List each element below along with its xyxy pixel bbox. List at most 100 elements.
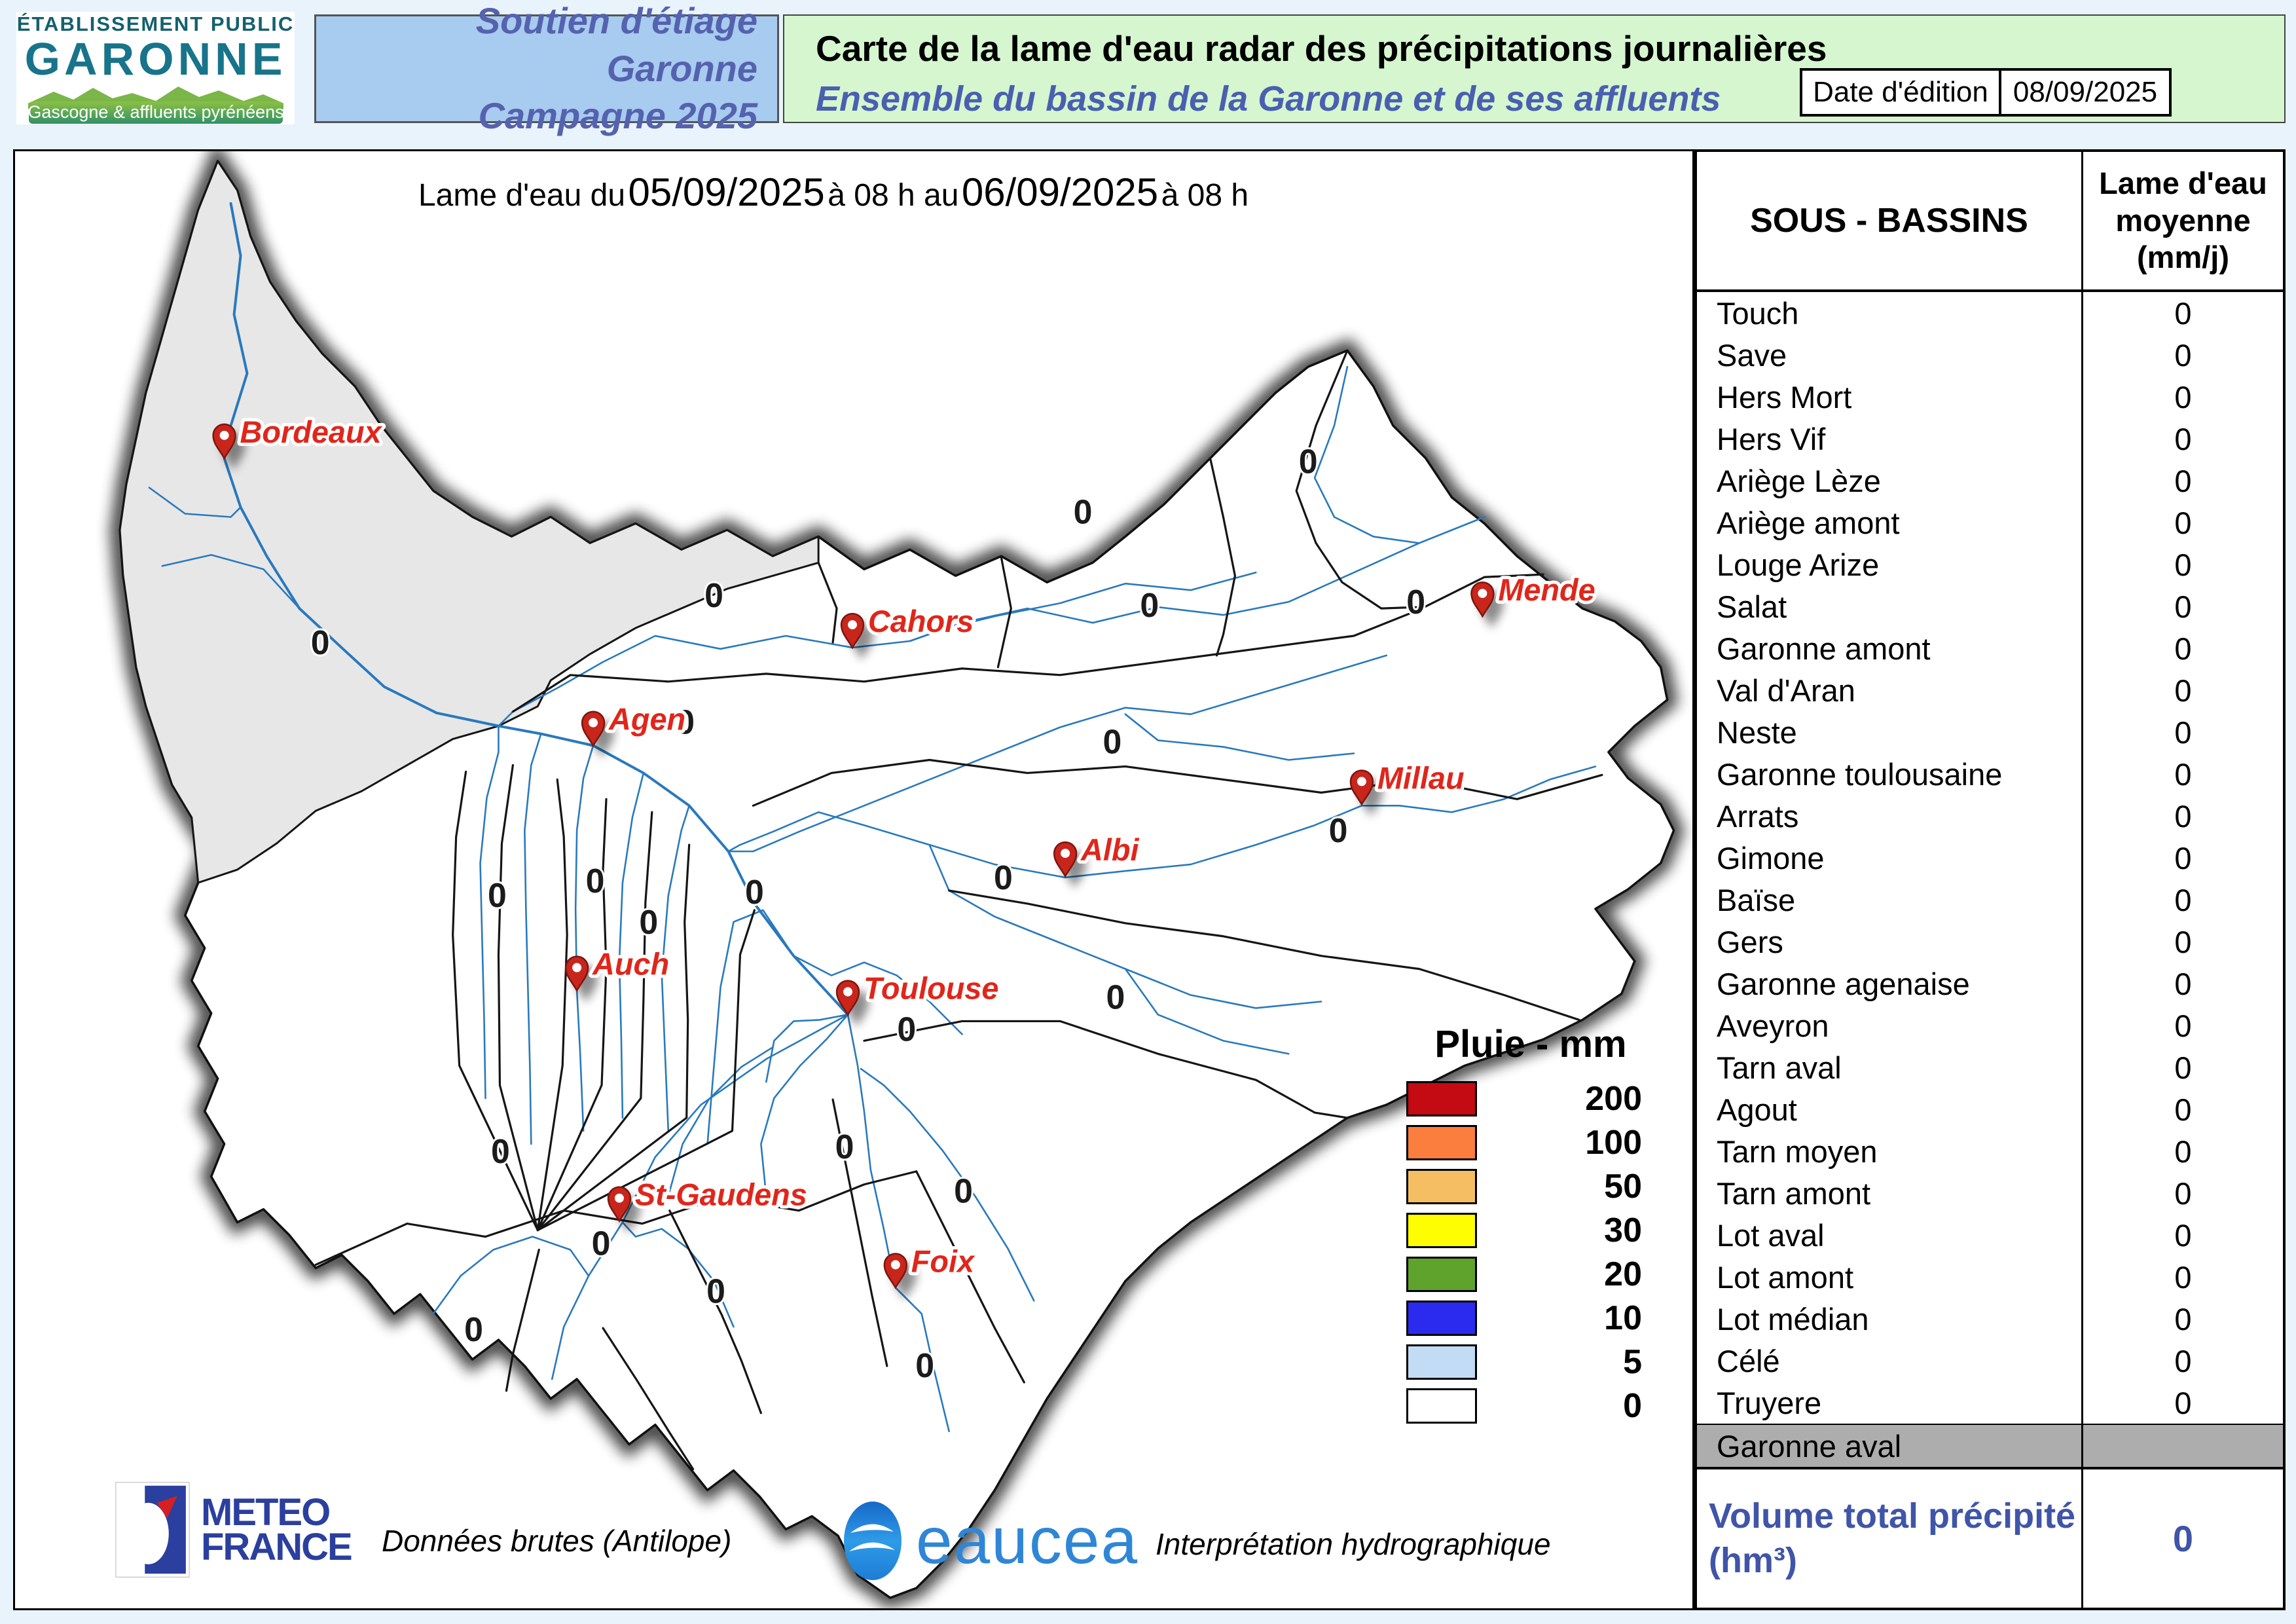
city-marker-foix: Foix bbox=[883, 1241, 979, 1289]
city-markers-layer: Bordeaux Cahors Mende Agen Millau Albi Auch Tou… bbox=[212, 412, 1599, 1289]
basin-value: 0 bbox=[2081, 544, 2283, 585]
basin-value-label: 0 bbox=[1074, 492, 1093, 530]
table-row: Louge Arize 0 bbox=[1697, 544, 2283, 585]
legend-label: 10 bbox=[1604, 1299, 1642, 1337]
basin-name: Aveyron bbox=[1717, 1008, 1829, 1043]
edition-date-value: 08/09/2025 bbox=[1999, 71, 2169, 114]
city-label: St-Gaudens bbox=[635, 1178, 807, 1212]
legend-swatch bbox=[1406, 1388, 1477, 1424]
garonne-aval-gray-zone bbox=[118, 160, 820, 884]
table-row: Aveyron 0 bbox=[1697, 1005, 2283, 1046]
basin-name: Ariège Lèze bbox=[1717, 463, 1881, 498]
table-row: Gers 0 bbox=[1697, 921, 2283, 963]
legend-label: 30 bbox=[1604, 1211, 1642, 1249]
basin-value-label: 0 bbox=[491, 1132, 510, 1170]
report-subtitle: Ensemble du bassin de la Garonne et de s… bbox=[816, 79, 1721, 119]
legend-swatch bbox=[1406, 1213, 1477, 1248]
basin-value-label: 0 bbox=[488, 876, 507, 914]
map-pin-icon bbox=[840, 612, 865, 650]
basin-value-label: 0 bbox=[676, 703, 695, 741]
basin-value-label: 0 bbox=[592, 1224, 611, 1262]
basin-name: Tarn amont bbox=[1717, 1175, 1871, 1211]
basin-value: 0 bbox=[2081, 292, 2283, 334]
basin-value-label: 0 bbox=[897, 1010, 916, 1048]
basin-value-label: 0 bbox=[954, 1172, 973, 1210]
map-pin-icon bbox=[883, 1253, 908, 1289]
pin-hole bbox=[1478, 589, 1487, 599]
legend-entry: 5 bbox=[1380, 1343, 1681, 1381]
map-panel: Lame d'eau du 05/09/2025 à 08 h au 06/09… bbox=[13, 149, 1694, 1610]
city-label: Millau bbox=[1377, 761, 1465, 795]
pin-hole bbox=[1061, 849, 1070, 858]
basin-value: 0 bbox=[2081, 502, 2283, 544]
basin-name: Garonne toulousaine bbox=[1717, 756, 2003, 792]
legend-entry: 10 bbox=[1380, 1299, 1681, 1337]
city-label: Toulouse bbox=[864, 972, 999, 1006]
city-label: Auch bbox=[592, 948, 669, 982]
meteo-france-icon bbox=[115, 1481, 190, 1578]
basin-value: 0 bbox=[2081, 627, 2283, 669]
legend-label: 200 bbox=[1585, 1080, 1642, 1118]
legend-label: 20 bbox=[1604, 1255, 1642, 1293]
basin-rows: Touch 0 Save 0 Hers Mort 0 Hers Vif 0 Ariège Lèz… bbox=[1697, 292, 2283, 1424]
meteo-france-logo: METEO FRANCE bbox=[113, 1481, 353, 1579]
city-label: Cahors bbox=[868, 604, 974, 638]
basin-value-label: 0 bbox=[835, 1128, 854, 1166]
header-sous-bassins: SOUS - BASSINS bbox=[1750, 202, 2028, 240]
city-label: Bordeaux bbox=[240, 415, 383, 449]
period-suffix: à 08 h bbox=[1161, 178, 1249, 213]
city-label: Agen bbox=[608, 703, 685, 737]
legend-label: 5 bbox=[1623, 1343, 1642, 1381]
basin-value: 0 bbox=[2081, 376, 2283, 418]
garonne-aval-value bbox=[2081, 1425, 2283, 1467]
edition-date-box: Date d'édition 08/09/2025 bbox=[1800, 68, 2172, 117]
basin-value-label: 0 bbox=[704, 576, 723, 614]
legend-title: Pluie - mm bbox=[1434, 1023, 1627, 1065]
table-row: Baïse 0 bbox=[1697, 879, 2283, 921]
table-row: Salat 0 bbox=[1697, 585, 2283, 627]
pin-hole bbox=[219, 430, 229, 440]
city-marker-millau: Millau bbox=[1349, 758, 1468, 806]
pin-hole bbox=[890, 1260, 900, 1270]
volume-total-row: Volume total précipité (hm³) 0 bbox=[1697, 1467, 2283, 1608]
basin-name: Save bbox=[1717, 337, 1787, 373]
basin-name: Baïse bbox=[1717, 882, 1796, 917]
basin-value-label: 0 bbox=[915, 1346, 934, 1384]
table-row: Garonne amont 0 bbox=[1697, 627, 2283, 669]
legend-swatch bbox=[1406, 1081, 1477, 1116]
pin-hole bbox=[843, 987, 853, 997]
basin-name: Truyere bbox=[1717, 1385, 1822, 1420]
eaucea-note: Interprétation hydrographique bbox=[1156, 1527, 1551, 1561]
basin-name: Touch bbox=[1717, 295, 1799, 331]
legend-swatch bbox=[1406, 1125, 1477, 1160]
basin-name: Garonne agenaise bbox=[1717, 966, 1970, 1001]
basin-value-label: 0 bbox=[586, 862, 605, 900]
city-label: Albi bbox=[1080, 833, 1139, 867]
city-marker-toulouse: Toulouse bbox=[835, 969, 1002, 1016]
city-marker-mende: Mende bbox=[1470, 570, 1599, 618]
basin-name: Lot médian bbox=[1717, 1301, 1869, 1337]
legend-swatch bbox=[1406, 1344, 1477, 1380]
edition-date-label: Date d'édition bbox=[1813, 76, 1988, 108]
table-row: Ariège amont 0 bbox=[1697, 502, 2283, 544]
legend-entry: 20 bbox=[1380, 1255, 1681, 1293]
city-marker-st-gaudens: St-Gaudens bbox=[607, 1175, 811, 1223]
table-row: Tarn moyen 0 bbox=[1697, 1130, 2283, 1172]
basin-value-label: 0 bbox=[1329, 811, 1348, 849]
garonne-aval-name: Garonne aval bbox=[1717, 1428, 1902, 1464]
table-row: Célé 0 bbox=[1697, 1340, 2283, 1382]
table-row: Touch 0 bbox=[1697, 292, 2283, 334]
map-pin-icon bbox=[581, 710, 606, 748]
basin-value: 0 bbox=[2081, 837, 2283, 879]
basin-name: Arrats bbox=[1717, 798, 1799, 834]
rivers-layer bbox=[148, 202, 1597, 1433]
basin-value: 0 bbox=[2081, 711, 2283, 753]
logo-line1: ÉTABLISSEMENT PUBLIC bbox=[16, 12, 295, 35]
table-row: Lot amont 0 bbox=[1697, 1256, 2283, 1298]
city-label: Mende bbox=[1498, 573, 1595, 607]
logo-mountains-band: Gascogne & affluents pyrénéens bbox=[26, 83, 285, 124]
basin-value: 0 bbox=[2081, 963, 2283, 1005]
city-label: Foix bbox=[911, 1244, 975, 1278]
